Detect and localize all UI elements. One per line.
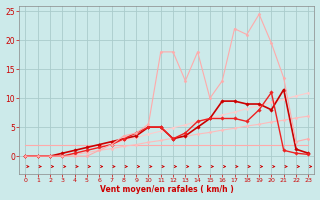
X-axis label: Vent moyen/en rafales ( km/h ): Vent moyen/en rafales ( km/h ) — [100, 185, 234, 194]
